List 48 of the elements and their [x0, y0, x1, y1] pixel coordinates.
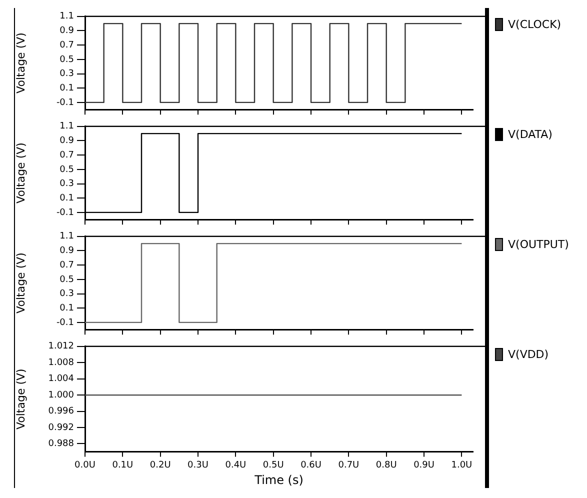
y-tick-label: 0.9 — [60, 26, 74, 36]
y-tick-label: 0.992 — [48, 422, 74, 433]
x-tick-label: 0.0U — [74, 460, 96, 471]
y-tick-label: 0.3 — [60, 289, 74, 300]
y-tick-label: 1.000 — [48, 390, 74, 400]
y-tick-label: 1.012 — [48, 342, 74, 352]
y-tick-label: 0.5 — [60, 164, 74, 175]
y-tick-label: 0.9 — [60, 246, 74, 256]
y-tick-label: -0.1 — [56, 208, 74, 218]
x-tick-label: 0.6U — [300, 460, 322, 471]
y-tick-label: 0.3 — [60, 179, 74, 190]
y-tick-label: 0.1 — [60, 83, 74, 94]
y-tick-label: 1.008 — [48, 358, 74, 368]
y-tick-label: 0.5 — [60, 54, 74, 65]
x-tick-label: 0.8U — [376, 460, 397, 471]
y-tick-label: 1.1 — [60, 232, 74, 242]
x-tick-label: 0.5U — [262, 460, 284, 471]
legend-label: V(VDD) — [508, 348, 549, 361]
x-tick-label: 0.2U — [150, 460, 171, 471]
x-tick-label: 0.1U — [112, 460, 134, 471]
y-tick-label: 0.1 — [60, 303, 74, 314]
legend-label: V(OUTPUT) — [508, 238, 569, 251]
y-tick-label: 0.7 — [60, 40, 74, 50]
y-axis-title: Voltage (V) — [14, 32, 28, 94]
x-tick-label: 0.7U — [338, 460, 360, 471]
y-tick-label: 0.996 — [48, 406, 74, 417]
legend-label: V(CLOCK) — [508, 18, 562, 31]
x-tick-label: 0.3U — [188, 460, 208, 471]
y-tick-label: 0.7 — [60, 150, 74, 160]
y-tick-label: 1.004 — [48, 374, 74, 384]
x-tick-label: 0.4U — [225, 460, 246, 471]
y-tick-label: 0.9 — [60, 136, 74, 146]
y-tick-label: 1.1 — [60, 122, 74, 132]
y-tick-label: -0.1 — [56, 318, 74, 328]
y-axis-title: Voltage (V) — [14, 142, 28, 204]
y-axis-title: Voltage (V) — [14, 252, 28, 314]
x-tick-label: 0.9U — [414, 460, 434, 471]
x-tick-label: 1.0U — [451, 460, 472, 471]
y-tick-label: 0.5 — [60, 274, 74, 285]
y-axis-title: Voltage (V) — [14, 368, 28, 430]
y-tick-label: 0.3 — [60, 69, 74, 80]
x-axis-title: Time (s) — [254, 472, 304, 487]
y-tick-label: 0.7 — [60, 260, 74, 270]
y-tick-label: -0.1 — [56, 98, 74, 108]
y-tick-label: 0.1 — [60, 193, 74, 204]
legend-label: V(DATA) — [508, 128, 552, 141]
y-tick-label: 0.988 — [48, 439, 74, 450]
y-tick-label: 1.1 — [60, 12, 74, 22]
